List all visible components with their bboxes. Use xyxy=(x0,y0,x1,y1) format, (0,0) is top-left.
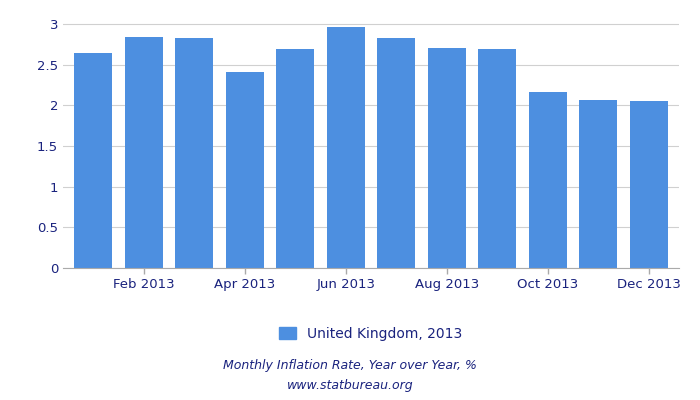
Text: Monthly Inflation Rate, Year over Year, %: Monthly Inflation Rate, Year over Year, … xyxy=(223,360,477,372)
Text: www.statbureau.org: www.statbureau.org xyxy=(287,380,413,392)
Bar xyxy=(478,48,516,268)
Bar xyxy=(327,28,365,268)
Bar xyxy=(377,38,415,268)
Bar xyxy=(226,72,264,268)
Bar xyxy=(125,37,162,268)
Bar xyxy=(175,38,214,268)
Bar xyxy=(276,48,314,268)
Bar xyxy=(630,101,668,268)
Bar xyxy=(580,100,617,268)
Bar xyxy=(428,48,466,268)
Bar xyxy=(528,92,567,268)
Legend: United Kingdom, 2013: United Kingdom, 2013 xyxy=(274,321,468,346)
Bar xyxy=(74,54,112,268)
